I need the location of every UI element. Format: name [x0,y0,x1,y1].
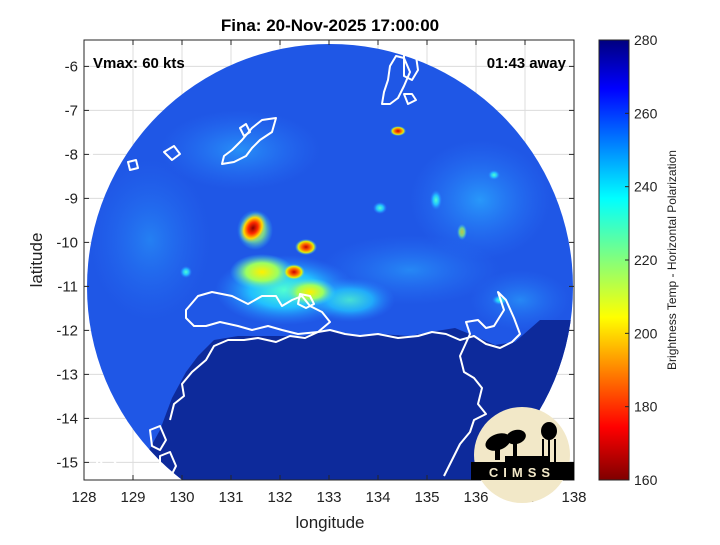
y-tick-label: -8 [65,146,78,163]
x-axis-label: longitude [295,513,364,532]
colorbar-tick-label: 240 [634,179,658,195]
colorbar [598,39,630,481]
colorbar-tick-label: 260 [634,105,658,121]
colorbar-tick-label: 180 [634,399,658,415]
colorbar-ticks: 280 260 240 220 200 180 160 [625,32,658,488]
y-tick-label: -14 [56,410,78,427]
coastlines [84,41,574,479]
y-tick-label: -12 [56,322,78,339]
colorbar-tick-label: 280 [634,32,658,48]
x-tick-label: 130 [169,489,194,506]
microwave-swath [87,44,573,480]
cimss-logo: CIMSS [471,407,574,503]
y-axis-label: latitude [27,233,46,288]
swath-features [90,110,573,480]
x-tick-label: 135 [414,489,439,506]
x-tick-label: 133 [316,489,341,506]
logo-dishes-icon [485,422,557,464]
colorbar-tick-label: 160 [634,472,658,488]
y-tick-label: -15 [56,454,78,471]
x-tick-label: 134 [365,489,390,506]
x-tick-label: 132 [267,489,292,506]
chart-title: Fina: 20-Nov-2025 17:00:00 [221,16,439,35]
x-tick-label: 138 [561,489,586,506]
x-tick-label: 131 [218,489,243,506]
time-away-annotation: 01:43 away [487,55,567,72]
y-tick-label: -11 [57,278,78,295]
y-axis-ticks: -6 -7 -8 -9 -10 -11 -12 -13 -14 -15 [56,58,574,471]
colorbar-tick-label: 220 [634,252,658,268]
logo-banner [471,462,574,480]
y-tick-label: -6 [65,58,78,75]
x-tick-label: 129 [120,489,145,506]
x-tick-label: 128 [71,489,96,506]
logo-text: CIMSS [489,465,555,480]
x-tick-label: 136 [463,489,488,506]
colorbar-label: Brightness Temp - Horizontal Polarizatio… [665,150,679,370]
vmax-annotation: Vmax: 60 kts [93,55,185,72]
y-tick-label: -9 [65,190,78,207]
y-tick-label: -10 [56,234,78,251]
y-tick-label: -7 [65,102,78,119]
y-tick-label: -13 [56,366,78,383]
land-region [100,320,573,480]
colorbar-tick-label: 200 [634,325,658,341]
